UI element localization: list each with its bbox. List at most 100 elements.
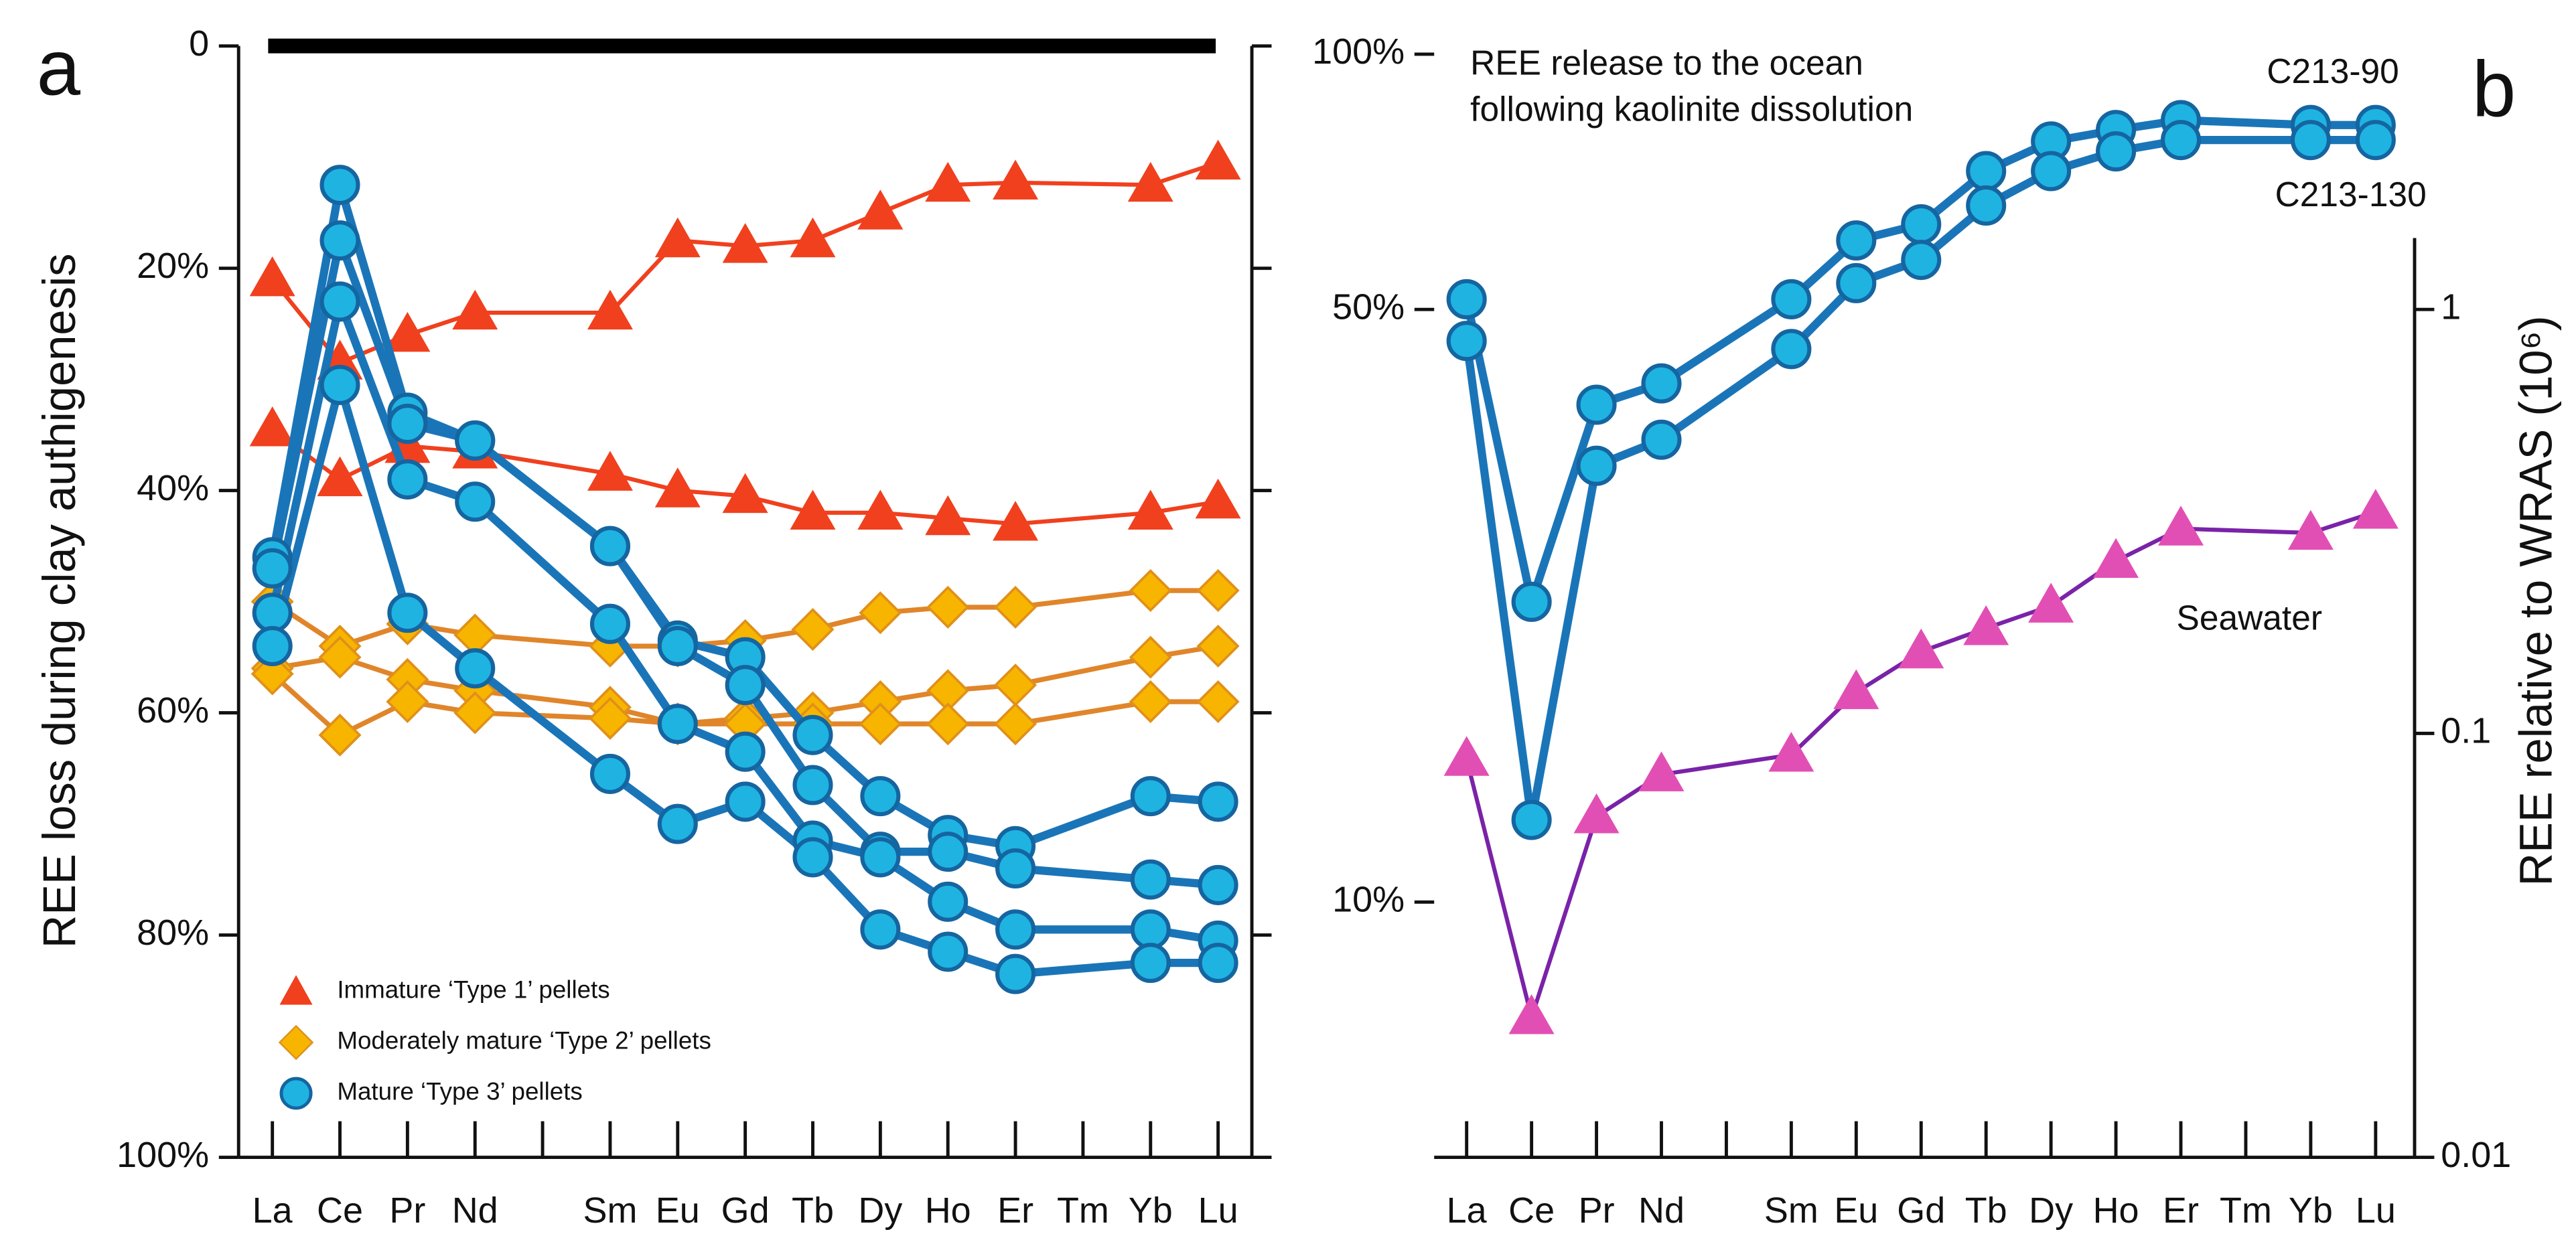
triangle-marker	[722, 473, 768, 514]
x-tick-label: Tm	[1057, 1190, 1109, 1231]
x-tick-label: Nd	[452, 1190, 498, 1231]
diamond-marker	[251, 652, 294, 696]
legend-swatch	[279, 975, 313, 1005]
x-tick-label: La	[253, 1190, 293, 1231]
triangle-marker	[1768, 732, 1814, 772]
circle-marker	[252, 593, 293, 633]
y-tick-label: 40%	[137, 468, 209, 508]
y-tick-label: 20%	[137, 246, 209, 286]
legend-swatch	[278, 1024, 314, 1061]
triangle-marker	[1508, 994, 1555, 1034]
circle-marker	[1901, 204, 1942, 245]
series-label: C213-130	[2275, 175, 2427, 214]
circle-marker	[319, 281, 360, 322]
circle-marker	[252, 548, 293, 589]
circle-marker	[1966, 151, 2007, 191]
x-tick-label: Gd	[1897, 1190, 1945, 1231]
series-label: C213-90	[2267, 52, 2399, 90]
diamond-marker	[926, 585, 970, 629]
y2-tick-label: 0.01	[2441, 1135, 2511, 1175]
circle-marker	[1130, 776, 1171, 817]
x-tick-label: Lu	[1198, 1190, 1238, 1231]
circle-marker	[1966, 185, 2007, 226]
triangle-marker	[587, 451, 633, 491]
circle-marker	[455, 481, 496, 522]
y-tick-label: 100%	[1312, 31, 1405, 72]
triangle-marker	[790, 217, 836, 258]
annotation: following kaolinite dissolution	[1470, 89, 1913, 128]
diamond-marker	[318, 713, 362, 757]
circle-marker	[1130, 909, 1171, 950]
circle-marker	[860, 837, 901, 878]
circle-marker	[1198, 943, 1238, 984]
circle-marker	[1511, 581, 1552, 622]
y2-axis-label: REE relative to WRAS (10⁶)	[2510, 315, 2561, 886]
triangle-marker	[1833, 669, 1879, 710]
circle-marker	[1771, 279, 1812, 319]
diamond-marker	[859, 591, 902, 635]
circle-marker	[455, 648, 496, 689]
triangle-marker	[654, 217, 701, 258]
triangle-marker	[1963, 605, 2009, 645]
circle-marker	[792, 714, 833, 755]
diamond-marker	[791, 608, 835, 651]
triangle-marker	[2093, 538, 2139, 578]
x-tick-label: Nd	[1638, 1190, 1685, 1231]
circle-marker	[455, 420, 496, 461]
x-tick-label: Dy	[2029, 1190, 2073, 1231]
circle-marker	[995, 909, 1036, 950]
circle-marker	[1836, 262, 1877, 303]
diamond-marker	[859, 702, 902, 746]
x-tick-label: Yb	[2289, 1190, 2333, 1231]
circle-marker	[589, 603, 630, 644]
x-tick-label: Ho	[925, 1190, 971, 1231]
legend-swatch	[279, 1077, 313, 1110]
x-tick-label: Ho	[2093, 1190, 2139, 1231]
triangle-marker	[2287, 510, 2334, 550]
diamond-marker	[994, 585, 1037, 629]
triangle-marker	[384, 311, 431, 352]
circle-marker	[1576, 445, 1617, 486]
triangle-marker	[993, 159, 1039, 200]
circle-marker	[1511, 799, 1552, 840]
x-tick-label: Pr	[389, 1190, 425, 1231]
x-tick-label: Tb	[792, 1190, 834, 1231]
circle-marker	[792, 837, 833, 878]
circle-marker	[1901, 240, 1942, 281]
circle-marker	[589, 753, 630, 794]
x-tick-label: Yb	[1129, 1190, 1173, 1231]
triangle-marker	[857, 489, 904, 530]
circle-marker	[1641, 363, 1682, 404]
circle-marker	[725, 665, 766, 706]
circle-marker	[319, 220, 360, 261]
circle-marker	[1198, 781, 1238, 822]
circle-marker	[1641, 419, 1682, 460]
circle-marker	[860, 909, 901, 950]
circle-marker	[725, 781, 766, 822]
circle-marker	[928, 832, 969, 872]
x-tick-label: Gd	[721, 1190, 770, 1231]
triangle-marker	[2028, 582, 2074, 623]
circle-marker	[319, 165, 360, 206]
circle-marker	[387, 403, 428, 445]
triangle-marker	[1195, 478, 1241, 519]
triangle-marker	[1638, 751, 1685, 791]
triangle-marker	[2352, 489, 2399, 529]
circle-marker	[860, 776, 901, 817]
panel-letter: a	[37, 23, 81, 111]
x-tick-label: Dy	[858, 1190, 902, 1231]
circle-marker	[657, 625, 698, 667]
y-tick-label: 60%	[137, 690, 209, 730]
x-tick-label: Sm	[583, 1190, 637, 1231]
circle-marker	[252, 625, 293, 667]
circle-marker	[2290, 120, 2331, 161]
x-tick-label: Pr	[1579, 1190, 1615, 1231]
diamond-marker	[318, 635, 362, 679]
circle-marker	[2160, 120, 2202, 161]
x-tick-label: Tb	[1965, 1190, 2007, 1231]
circle-marker	[1446, 279, 1487, 319]
diamond-marker	[1129, 635, 1172, 679]
circle-marker	[2031, 151, 2072, 191]
circle-marker	[387, 593, 428, 633]
